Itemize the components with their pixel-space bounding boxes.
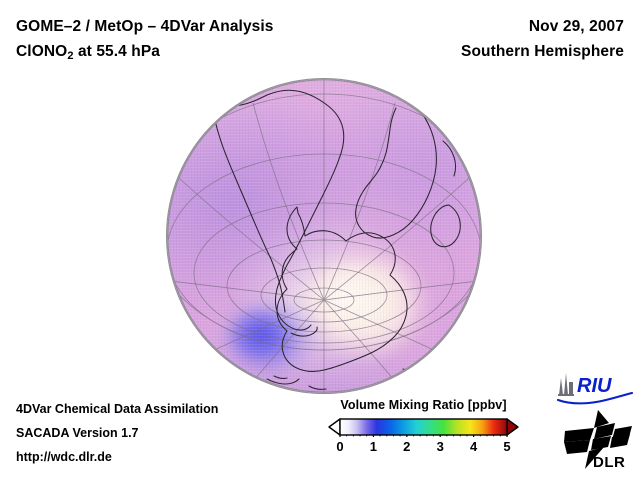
globe-disk (167, 79, 481, 393)
riu-logo: RIU (556, 371, 634, 405)
colorbar-label-4: 4 (469, 439, 478, 454)
dlr-logo: DLR (563, 409, 635, 471)
map-overlays (167, 79, 481, 393)
riu-wordmark: RIU (577, 375, 612, 397)
header-left: GOME–2 / MetOp – 4DVar Analysis ClONO2 a… (16, 14, 274, 66)
riu-swoosh (556, 391, 634, 405)
colorbar-gradient (339, 418, 508, 436)
coastline-australia (402, 368, 428, 373)
date-label: Nov 29, 2007 (528, 18, 624, 35)
header-right: Nov 29, 2007 Southern Hemisphere (461, 14, 624, 64)
footer-version: SACADA Version 1.7 (16, 426, 139, 440)
coastline-tierra-del-fuego (290, 326, 318, 337)
coastline-antarctica (276, 206, 408, 372)
coastline-island-1 (273, 375, 288, 379)
colorbar-label-5: 5 (503, 439, 511, 454)
coastline-new-zealand (266, 378, 300, 385)
colorbar-title: Volume Mixing Ratio [ppbv] (340, 398, 507, 412)
coastline-southern-africa (355, 107, 437, 239)
coastline-island-2 (308, 385, 327, 390)
colorbar-extend-max (506, 418, 519, 436)
footer-method: 4DVar Chemical Data Assimilation (16, 402, 219, 416)
coastline-africa-east-detail (442, 140, 457, 177)
coastline-madagascar (430, 204, 461, 248)
colorbar-tick-labels: 0 1 2 3 4 5 (306, 439, 541, 457)
colorbar: Volume Mixing Ratio [ppbv] 0 1 2 3 4 5 (306, 398, 541, 457)
region-label: Southern Hemisphere (461, 43, 624, 60)
species-subscript: 2 (67, 50, 74, 62)
footer-url: http://wdc.dlr.de (16, 450, 112, 464)
coastline-africa-fragment (458, 144, 468, 161)
pressure-level-label: at 55.4 hPa (73, 43, 161, 60)
plot-title: GOME–2 / MetOp – 4DVar Analysis (16, 18, 274, 35)
coastline-south-america-west (210, 98, 286, 313)
colorbar-extend-min (328, 418, 341, 436)
globe-outline (167, 79, 481, 393)
colorbar-label-1: 1 (369, 439, 378, 454)
globe-map (167, 79, 481, 393)
dlr-mark-icon (564, 410, 632, 469)
riu-spires-icon (558, 373, 574, 396)
dlr-wordmark: DLR (593, 454, 625, 471)
colorbar-label-3: 3 (436, 439, 444, 454)
coastlines (210, 89, 468, 390)
plot-subtitle: ClONO2 at 55.4 hPa (16, 39, 274, 66)
colorbar-label-0: 0 (336, 439, 344, 454)
species-label: ClONO (16, 43, 68, 60)
colorbar-ticks (339, 435, 508, 437)
coastline-south-america (210, 89, 345, 331)
colorbar-label-2: 2 (403, 439, 411, 454)
colorbar-bar (306, 417, 541, 437)
